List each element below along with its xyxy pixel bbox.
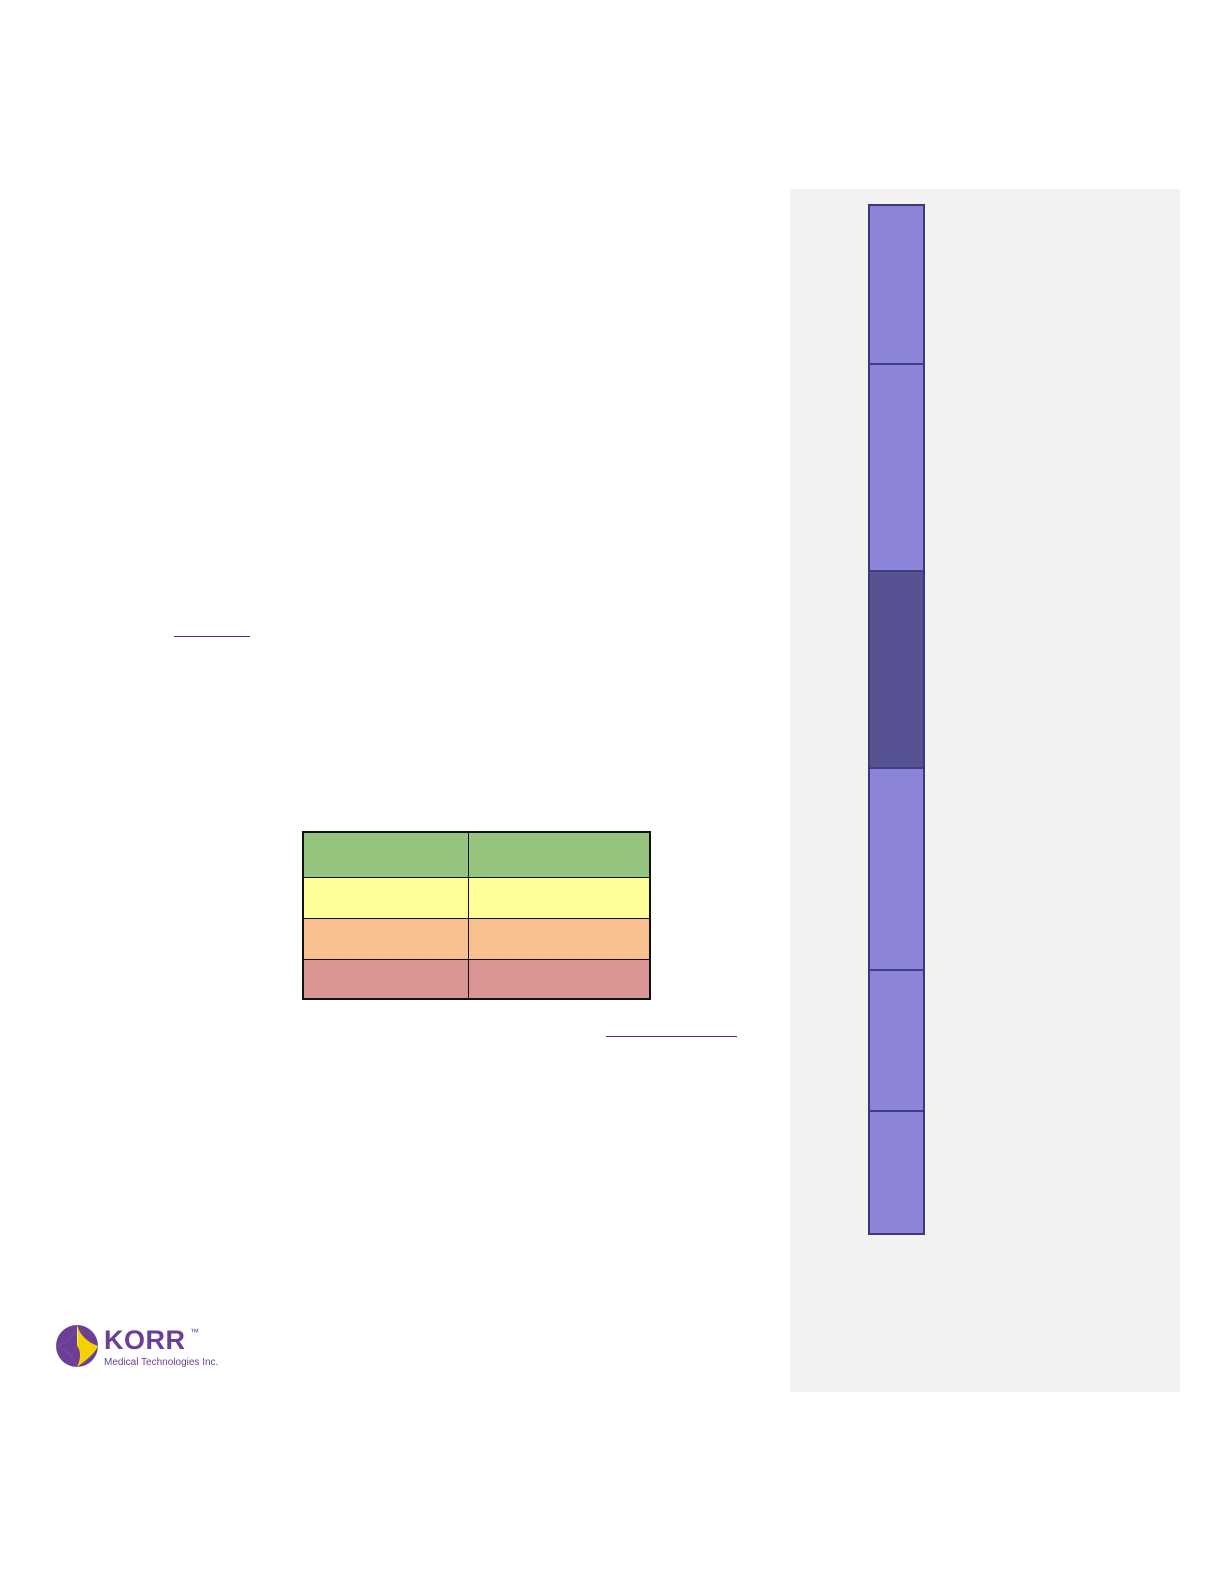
table-cell (302, 959, 469, 1000)
nav-segment-2[interactable] (870, 365, 923, 572)
logo-tagline: Medical Technologies Inc. (104, 1357, 219, 1368)
logo-trademark: ™ (190, 1327, 199, 1337)
table-cell (302, 877, 469, 919)
korr-logo-icon (56, 1325, 98, 1367)
table-row-red (302, 959, 651, 1000)
color-zone-table (302, 831, 651, 1000)
company-logo: KORR ™ Medical Technologies Inc. (55, 1321, 225, 1373)
nav-segment-1[interactable] (870, 206, 923, 365)
table-cell (302, 918, 469, 960)
nav-segment-3-active[interactable] (870, 572, 923, 769)
table-row-yellow (302, 877, 651, 919)
table-cell (467, 918, 651, 960)
sidebar-panel (790, 189, 1180, 1392)
table-cell (467, 959, 651, 1000)
section-nav (868, 204, 925, 1235)
table-cell (467, 831, 651, 878)
nav-segment-6[interactable] (870, 1112, 923, 1233)
table-cell (467, 877, 651, 919)
logo-wordmark: KORR (104, 1325, 186, 1355)
nav-segment-4[interactable] (870, 769, 923, 971)
table-cell (302, 831, 469, 878)
table-row-orange (302, 918, 651, 960)
hyperlink-underline[interactable] (174, 636, 250, 637)
hyperlink-underline[interactable] (606, 1036, 737, 1037)
table-row-green (302, 831, 651, 878)
nav-segment-5[interactable] (870, 971, 923, 1112)
